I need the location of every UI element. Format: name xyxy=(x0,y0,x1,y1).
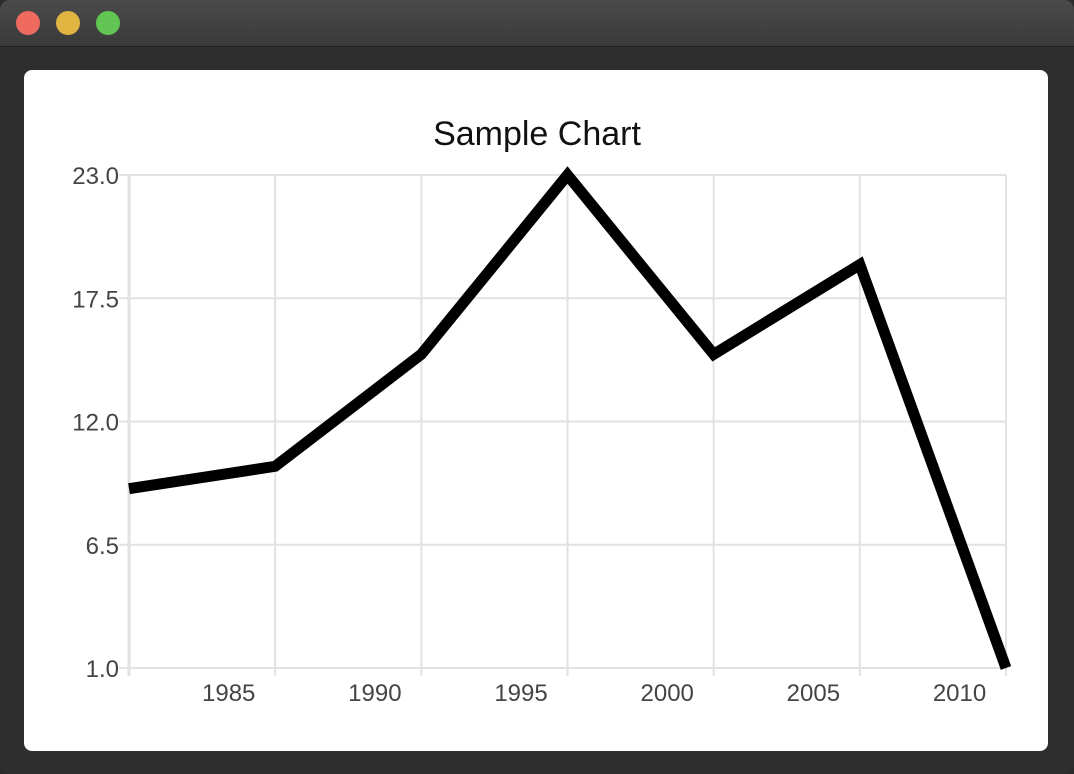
maximize-window-button[interactable] xyxy=(96,11,120,35)
y-tick-label: 6.5 xyxy=(86,533,119,560)
series-line xyxy=(128,166,1012,670)
y-tick-label: 12.0 xyxy=(72,410,119,437)
x-tick-label: 1995 xyxy=(494,680,547,707)
x-tick-label: 2010 xyxy=(933,680,986,707)
close-window-button[interactable] xyxy=(16,11,40,35)
y-tick-label: 23.0 xyxy=(72,163,119,190)
x-tick-label: 2005 xyxy=(787,680,840,707)
title-bar xyxy=(0,0,1074,47)
chart-title: Sample Chart xyxy=(433,115,641,153)
series-layer xyxy=(128,166,1012,670)
x-tick-label: 1990 xyxy=(348,680,401,707)
chart-panel xyxy=(24,70,1048,751)
x-tick-label: 2000 xyxy=(641,680,694,707)
axis-layer: 1.0 6.5 12.0 17.5 23.0 1985 1990 1995 2000 2005 20… xyxy=(72,163,1007,707)
grid-layer xyxy=(128,174,1007,669)
minimize-window-button[interactable] xyxy=(56,11,80,35)
x-tick-label: 1985 xyxy=(202,680,255,707)
y-tick-label: 1.0 xyxy=(86,656,119,683)
y-tick-label: 17.5 xyxy=(72,286,119,313)
